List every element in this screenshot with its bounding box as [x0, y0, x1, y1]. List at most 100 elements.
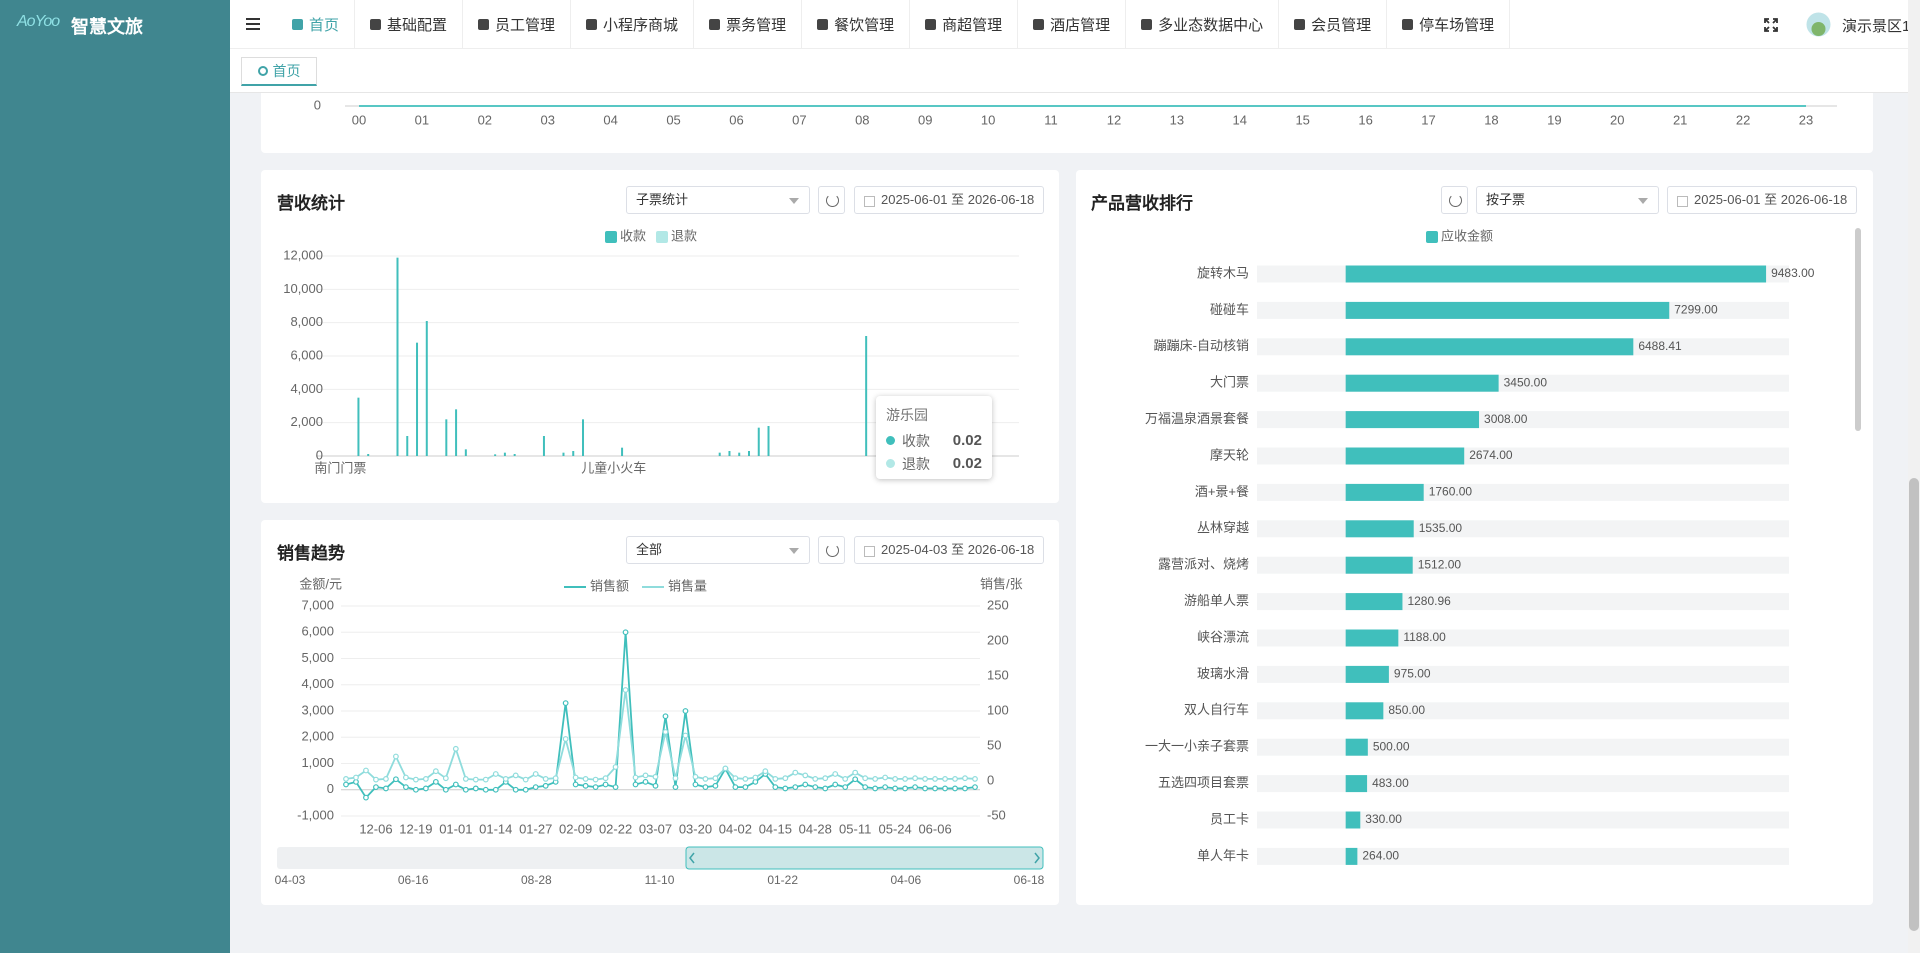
- y-tick-label: 游船单人票: [1184, 593, 1249, 608]
- date-range[interactable]: 2025-06-01 至 2026-06-18: [1667, 186, 1857, 214]
- point: [812, 784, 819, 791]
- y-tick-label: 五选四项目套票: [1158, 775, 1249, 790]
- point: [582, 782, 589, 789]
- point: [432, 778, 439, 785]
- bar-background: [1257, 593, 1789, 611]
- bar: [865, 336, 868, 456]
- nav-item[interactable]: 餐饮管理: [802, 0, 911, 49]
- y-tick-label: 0: [314, 97, 321, 112]
- avatar[interactable]: [1806, 12, 1831, 37]
- date-range[interactable]: 2025-04-03 至 2026-06-18: [854, 536, 1044, 564]
- point: [952, 776, 958, 782]
- point: [912, 784, 919, 791]
- nav-item[interactable]: 基础配置: [355, 0, 464, 49]
- point: [402, 784, 409, 791]
- legend-swatch: [1426, 231, 1438, 243]
- hourly-panel: 0 00 01 02 03 04 05 06 07 08 09 10 11 12 13 14 15 16 17 18 1…: [261, 93, 1873, 153]
- y-tick-label: 12,000: [283, 247, 323, 262]
- point: [652, 773, 659, 780]
- nav-item[interactable]: 首页: [277, 0, 356, 49]
- fullscreen[interactable]: [1764, 18, 1778, 32]
- nav-item[interactable]: 停车场管理: [1387, 0, 1511, 49]
- y-tick-label: 3,000: [301, 702, 334, 717]
- menu-toggle[interactable]: [246, 17, 260, 31]
- point: [542, 776, 549, 782]
- point: [432, 768, 439, 775]
- point: [492, 771, 499, 777]
- point: [642, 778, 649, 785]
- point: [862, 775, 869, 782]
- nav-item[interactable]: 多业态数据中心: [1126, 0, 1280, 49]
- point: [532, 771, 539, 777]
- point: [812, 776, 819, 782]
- legend-label: 销售额: [590, 578, 629, 593]
- point: [452, 745, 459, 752]
- bar: [542, 436, 545, 456]
- user-name[interactable]: 演示景区1: [1842, 18, 1911, 35]
- point: [632, 781, 639, 788]
- zoom-handle[interactable]: [689, 852, 1040, 864]
- refresh-button[interactable]: [818, 186, 845, 214]
- point: [882, 774, 889, 781]
- bar: [728, 451, 731, 456]
- tooltip-value: 0.02: [952, 455, 982, 472]
- nav-item[interactable]: 票务管理: [694, 0, 803, 49]
- y2-tick-label: 150: [987, 667, 1009, 682]
- nav-item[interactable]: 会员管理: [1279, 0, 1388, 49]
- point: [962, 785, 968, 792]
- point: [922, 776, 928, 782]
- filter-select[interactable]: 按子票: [1476, 186, 1659, 214]
- refresh-button[interactable]: [1441, 186, 1468, 214]
- nav-item[interactable]: 酒店管理: [1018, 0, 1127, 49]
- tab[interactable]: 首页: [241, 57, 317, 86]
- point: [802, 781, 809, 788]
- bar: [416, 342, 419, 456]
- y-tick-label: 露营派对、烧烤: [1158, 557, 1249, 572]
- point: [792, 784, 799, 791]
- bar: [738, 452, 741, 456]
- value-label: 3008.00: [1484, 412, 1528, 426]
- bar: [445, 419, 448, 456]
- value-label: 3450.00: [1504, 375, 1548, 389]
- bar: [1345, 811, 1361, 829]
- nav-item[interactable]: 商超管理: [910, 0, 1019, 49]
- tab-icon: [257, 66, 268, 76]
- nav-label: 商超管理: [942, 17, 1003, 34]
- y-axis-label: 金额/元: [299, 576, 342, 591]
- zoom-window[interactable]: [685, 846, 1044, 870]
- scroll-thumb[interactable]: [1909, 478, 1919, 931]
- bar: [455, 409, 458, 456]
- scroll-thumb[interactable]: [1855, 228, 1861, 431]
- filter-select[interactable]: 全部: [626, 536, 810, 564]
- x-tick-label: 17: [1421, 112, 1435, 127]
- date-range[interactable]: 2025-06-01 至 2026-06-18: [854, 186, 1044, 214]
- legend-label: 应收金额: [1441, 228, 1493, 243]
- filter-select[interactable]: 子票统计: [626, 186, 810, 214]
- x-tick-label: 04-02: [719, 821, 752, 836]
- point: [393, 776, 399, 783]
- point: [682, 708, 689, 714]
- tooltip: 游乐园 收款 0.02 退款 0.02: [876, 396, 992, 479]
- series-line: [345, 632, 976, 800]
- point: [572, 781, 579, 788]
- nav-item[interactable]: 员工管理: [463, 0, 572, 49]
- bar: [503, 452, 506, 456]
- point: [542, 782, 549, 789]
- point: [922, 785, 928, 792]
- point: [632, 774, 639, 781]
- y2-tick-label: 250: [987, 597, 1009, 612]
- x-tick-label: 16: [1358, 112, 1372, 127]
- nav-label: 餐饮管理: [834, 17, 895, 34]
- point: [802, 772, 809, 779]
- y-tick-label: 摩天轮: [1210, 447, 1249, 462]
- point: [642, 772, 649, 779]
- refresh-button[interactable]: [818, 536, 845, 564]
- nav-item[interactable]: 小程序商城: [571, 0, 695, 49]
- bar: [1345, 847, 1358, 865]
- hourly-chart: 000 01 02 03 04 05 06 07 08 09 10 11 12 13 14 15 16 17 18 1…: [314, 97, 1837, 127]
- point: [782, 785, 789, 792]
- nav-icon: [586, 19, 598, 30]
- point: [462, 786, 469, 793]
- point: [532, 784, 539, 791]
- nav-icon: [1294, 19, 1306, 30]
